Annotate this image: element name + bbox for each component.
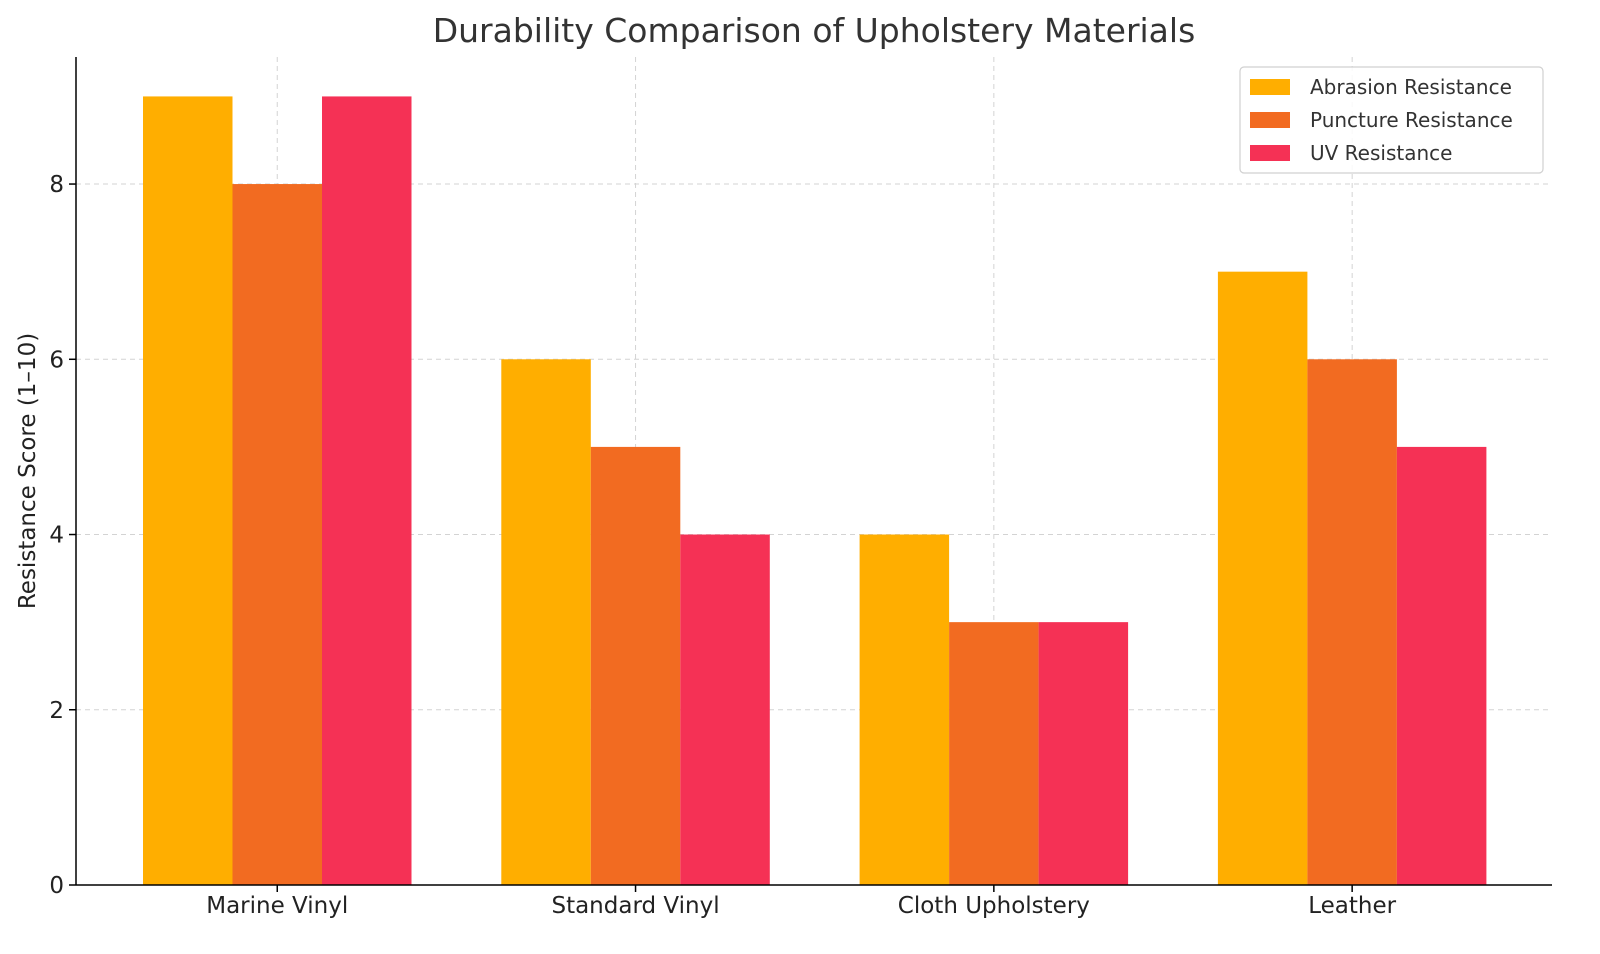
bar-puncture-resistance-0 bbox=[232, 184, 322, 886]
legend-swatch bbox=[1250, 112, 1290, 128]
bar-abrasion-resistance-2 bbox=[859, 534, 950, 885]
x-tick-label: Standard Vinyl bbox=[551, 893, 719, 919]
legend-label: Puncture Resistance bbox=[1310, 108, 1513, 132]
legend-label: UV Resistance bbox=[1310, 141, 1452, 165]
bars bbox=[143, 96, 1487, 886]
bar-puncture-resistance-3 bbox=[1307, 359, 1397, 885]
x-tick-label: Marine Vinyl bbox=[206, 893, 348, 919]
bar-puncture-resistance-1 bbox=[590, 446, 681, 885]
legend: Abrasion Resistance Puncture Resistance UV… bbox=[1239, 66, 1544, 174]
bar-abrasion-resistance-3 bbox=[1217, 271, 1308, 886]
bar-uv-resistance-3 bbox=[1396, 446, 1487, 885]
bar-uv-resistance-0 bbox=[322, 96, 412, 885]
y-tick-label: 6 bbox=[49, 347, 64, 373]
axes bbox=[75, 57, 1552, 886]
y-tick-label: 2 bbox=[49, 698, 64, 724]
bar-abrasion-resistance-1 bbox=[501, 359, 591, 885]
x-tick-label: Leather bbox=[1308, 893, 1396, 919]
chart-title: Durability Comparison of Upholstery Mate… bbox=[433, 11, 1196, 50]
legend-frame bbox=[1239, 66, 1544, 174]
bar-uv-resistance-1 bbox=[680, 534, 770, 885]
bar-uv-resistance-2 bbox=[1038, 622, 1129, 885]
legend-label: Abrasion Resistance bbox=[1310, 75, 1512, 99]
bar-puncture-resistance-2 bbox=[949, 622, 1039, 885]
legend-swatch bbox=[1250, 79, 1290, 95]
legend-swatch bbox=[1250, 145, 1290, 161]
x-ticks: Marine Vinyl Standard Vinyl Cloth Upholste… bbox=[206, 885, 1397, 919]
y-tick-label: 0 bbox=[49, 873, 64, 899]
y-ticks: 0 2 4 6 8 bbox=[49, 172, 76, 899]
y-tick-label: 4 bbox=[49, 523, 64, 549]
y-axis-label: Resistance Score (1–10) bbox=[15, 333, 41, 609]
x-tick-label: Cloth Upholstery bbox=[898, 893, 1090, 919]
y-tick-label: 8 bbox=[49, 172, 64, 198]
bar-abrasion-resistance-0 bbox=[143, 96, 233, 885]
